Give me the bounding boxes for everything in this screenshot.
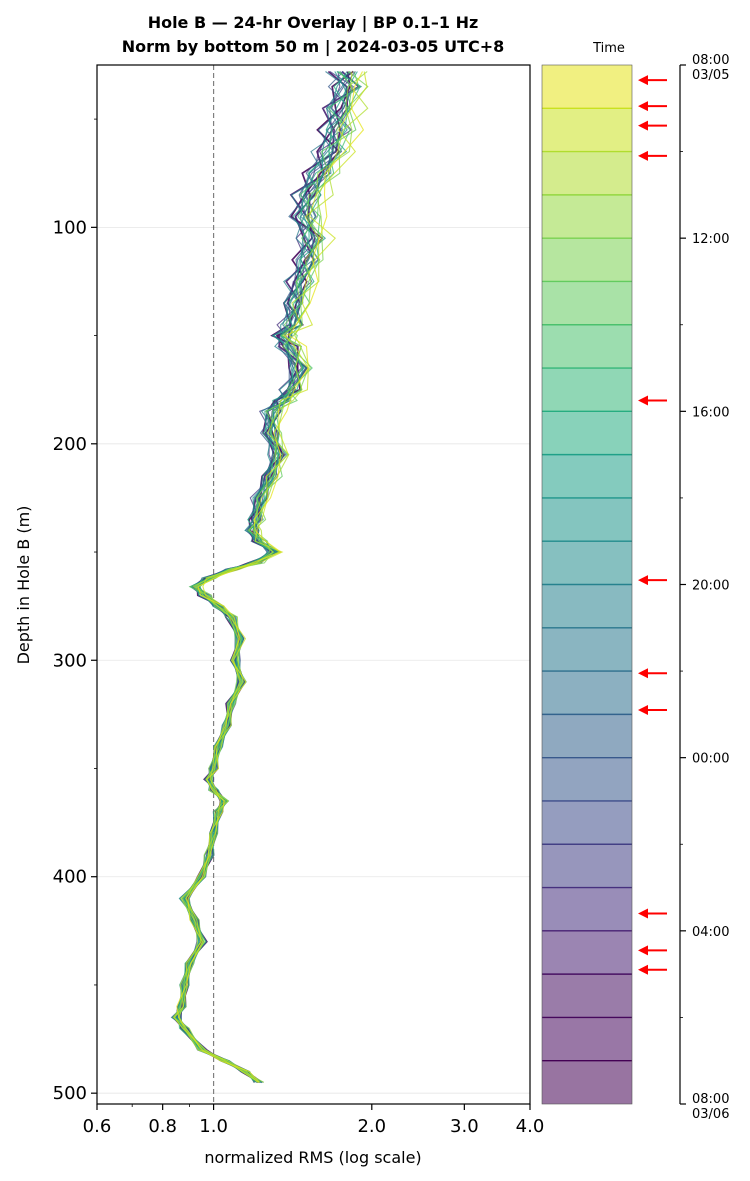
plot-area: 0.6 0.8 1.0 2.0 3.0 4.0 100 200 300 400 500 [53,64,545,1137]
colorbar-block [542,800,632,845]
colorbar-block [542,1017,632,1061]
profile-line [175,70,354,1084]
profile-line [178,71,361,1083]
time-tick-label: 08:00 [692,53,729,68]
colorbar-block [542,757,632,801]
time-tick-label: 04:00 [692,925,729,940]
y-tick-label: 500 [53,1083,87,1104]
time-axis-ticks: 08:0003/0512:0016:0020:0000:0004:0008:00… [680,53,729,1122]
y-tick-label: 300 [53,650,87,671]
profile-line [176,71,353,1083]
colorbar-block [542,627,632,672]
colorbar-block [542,454,632,498]
arrow-head [638,120,648,131]
profile-line [175,71,353,1083]
arrow-head [638,575,648,586]
profile-line [177,71,369,1083]
colorbar-block [542,974,632,1018]
colorbar-blocks [542,65,632,1104]
profile-line [172,71,368,1083]
colorbar-label: Time [592,41,625,56]
colorbar-block [542,714,632,758]
arrow-head [638,150,648,161]
time-tick-date: 03/06 [692,1107,729,1122]
arrow-head [638,395,648,406]
colorbar-block [542,324,632,369]
y-axis-label: Depth in Hole B (m) [14,506,33,665]
colorbar-block [542,1060,632,1104]
profile-line [176,71,365,1083]
colorbar-block [542,930,632,975]
profile-lines [170,70,369,1084]
x-tick-label: 0.6 [83,1116,112,1137]
colorbar-arrows [638,75,667,975]
profile-line [175,71,354,1083]
y-axis-ticks: 100 200 300 400 500 [53,118,97,1104]
colorbar-block [542,194,632,239]
time-tick-label: 08:00 [692,1092,729,1107]
colorbar-block [542,281,632,325]
colorbar-block [542,108,632,152]
y-tick-label: 100 [53,217,87,238]
profile-line [173,71,363,1083]
colorbar-frame [541,64,633,1105]
colorbar-block [542,411,632,455]
arrow-head [638,964,648,975]
arrow-head [638,705,648,716]
arrow-head [638,101,648,112]
y-tick-label: 400 [53,867,87,888]
x-axis-ticks: 0.6 0.8 1.0 2.0 3.0 4.0 [83,1104,545,1137]
colorbar-block [542,65,632,109]
time-tick-label: 00:00 [692,752,729,767]
profile-line [173,71,369,1083]
colorbar-block [542,151,632,195]
colorbar-block [542,671,632,715]
colorbar-block [542,541,632,585]
profile-line [173,70,361,1084]
horizontal-grid [97,226,530,1094]
colorbar: Time 08:0003/0512:0016:0020:0000:0004:00… [541,41,729,1122]
colorbar-block [542,844,632,888]
colorbar-block [542,497,632,542]
x-tick-label: 4.0 [516,1116,545,1137]
time-tick-label: 12:00 [692,232,729,247]
colorbar-block [542,584,632,628]
x-tick-label: 1.0 [199,1116,228,1137]
arrow-head [638,75,648,86]
chart-title: Hole B — 24-hr Overlay | BP 0.1–1 Hz [148,13,479,33]
y-tick-label: 200 [53,434,87,455]
colorbar-block [542,887,632,931]
plot-frame [96,64,531,1105]
time-tick-date: 03/05 [692,68,729,83]
profile-line [173,71,368,1083]
arrow-head [638,945,648,956]
x-tick-label: 2.0 [357,1116,386,1137]
colorbar-block [542,368,632,412]
x-tick-label: 3.0 [450,1116,479,1137]
time-tick-label: 16:00 [692,405,729,420]
arrow-head [638,668,648,679]
time-tick-label: 20:00 [692,579,729,594]
colorbar-block [542,238,632,282]
chart-subtitle: Norm by bottom 50 m | 2024-03-05 UTC+8 [122,37,505,57]
profile-line [174,71,360,1083]
x-axis-label: normalized RMS (log scale) [204,1148,421,1167]
arrow-head [638,908,648,919]
x-tick-label: 0.8 [148,1116,177,1137]
